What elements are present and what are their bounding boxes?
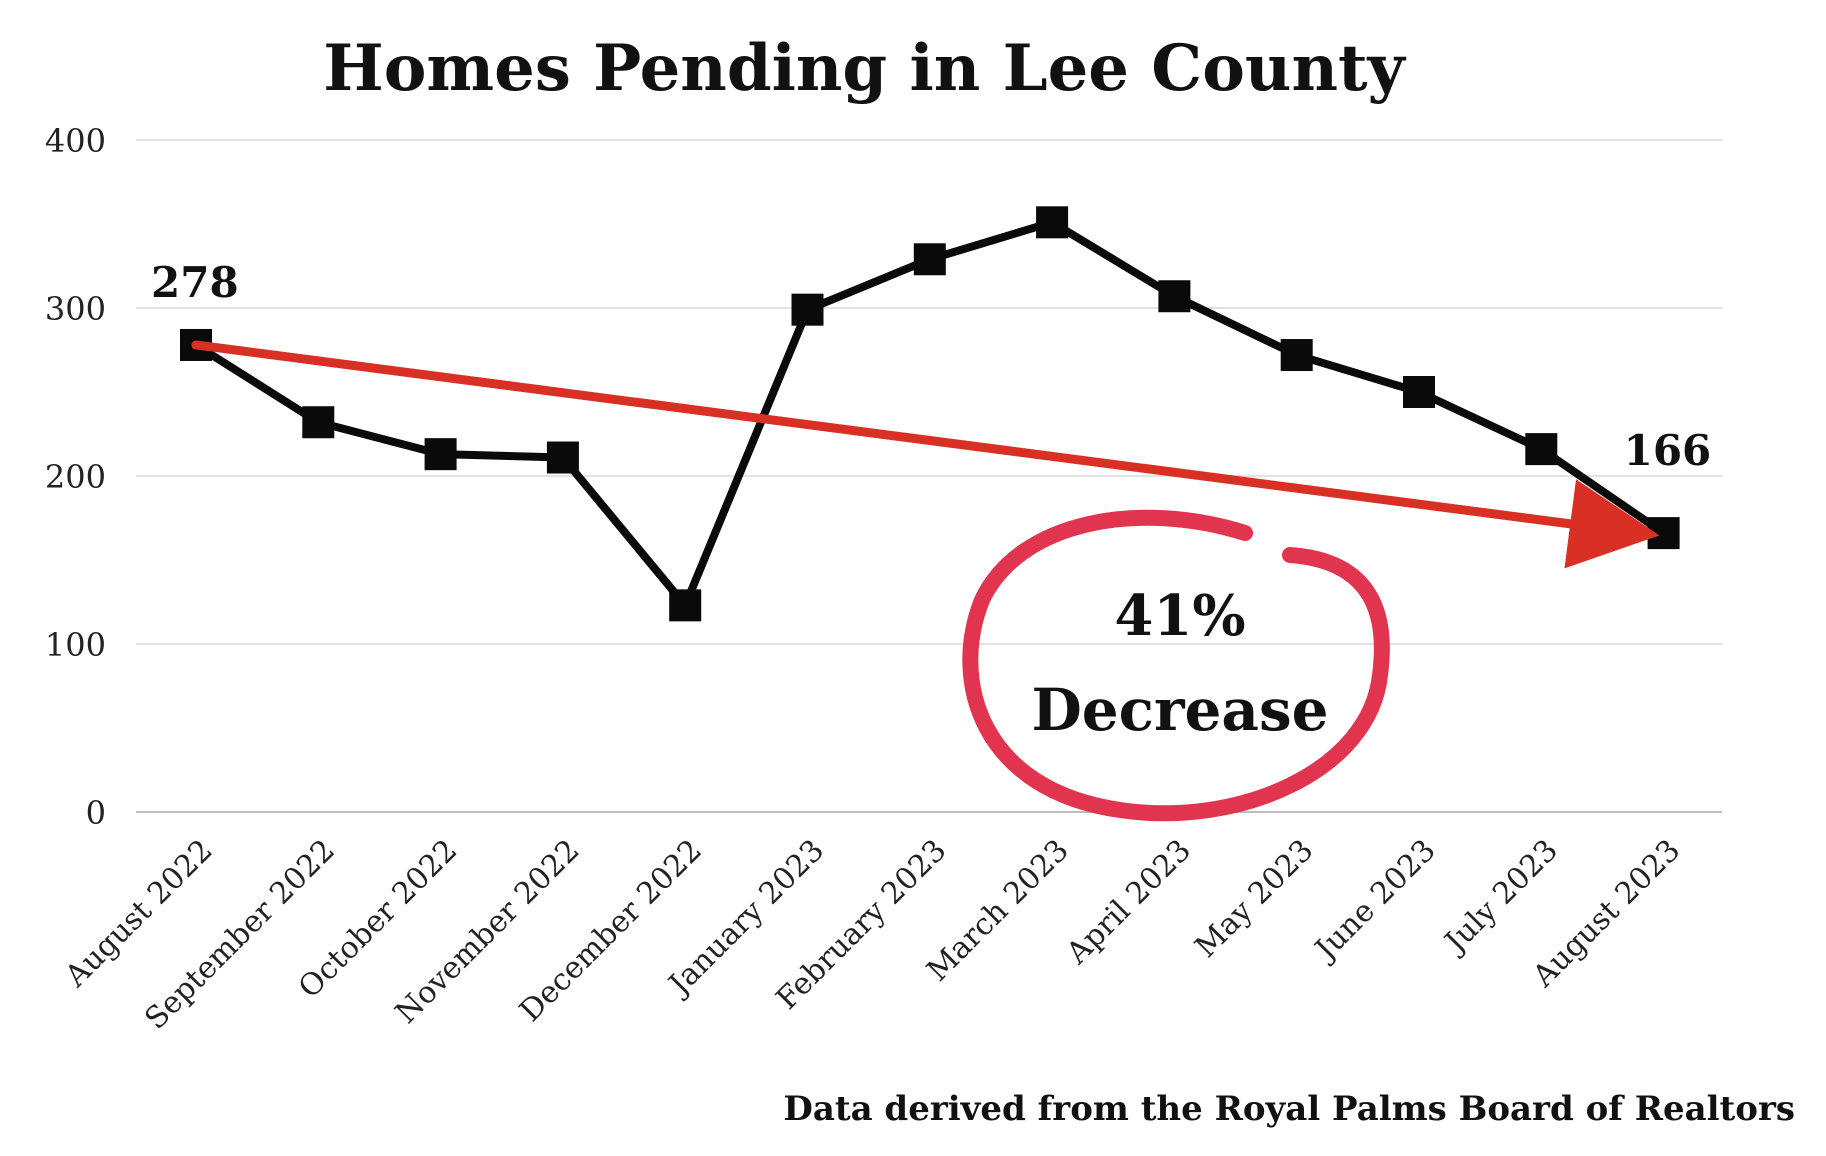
- source-note: Data derived from the Royal Palms Board …: [783, 1089, 1795, 1129]
- data-point-marker: [791, 293, 824, 326]
- y-axis-tick-labels: 0 100 200 300 400: [45, 122, 106, 832]
- data-point-marker: [913, 243, 946, 276]
- y-tick-label: 0: [86, 794, 106, 832]
- grid-lines: [136, 139, 1722, 813]
- data-point-marker: [424, 438, 457, 471]
- chart-title: Homes Pending in Lee County: [323, 31, 1406, 106]
- y-tick-label: 400: [45, 122, 106, 160]
- decrease-percent-label: 41%: [1114, 583, 1245, 649]
- y-tick-label: 300: [45, 290, 106, 328]
- series-line: [193, 218, 1666, 610]
- trend-arrow: [191, 340, 1660, 569]
- data-point-marker: [1280, 339, 1313, 372]
- data-point-marker: [302, 406, 335, 439]
- data-point-marker: [669, 589, 702, 622]
- decrease-word-label: Decrease: [1031, 676, 1328, 744]
- series-line-path: [193, 218, 1666, 610]
- data-point-marker: [1158, 280, 1191, 313]
- x-tick-label: July 2023: [1436, 833, 1565, 962]
- data-point-marker: [1403, 376, 1435, 408]
- x-tick-label: April 2023: [1059, 833, 1198, 972]
- y-tick-label: 100: [45, 626, 106, 664]
- series-markers: [180, 206, 1680, 622]
- start-value-label: 278: [151, 258, 239, 307]
- y-tick-label: 200: [45, 458, 106, 496]
- data-point-marker: [1525, 433, 1558, 466]
- end-value-label: 166: [1624, 426, 1712, 475]
- x-tick-label: May 2023: [1189, 833, 1321, 965]
- data-point-marker: [546, 441, 579, 474]
- decrease-highlight-circle: [962, 509, 1390, 822]
- data-point-marker: [1036, 206, 1069, 239]
- x-tick-label: June 2023: [1307, 833, 1443, 969]
- data-point-marker: [1647, 517, 1680, 550]
